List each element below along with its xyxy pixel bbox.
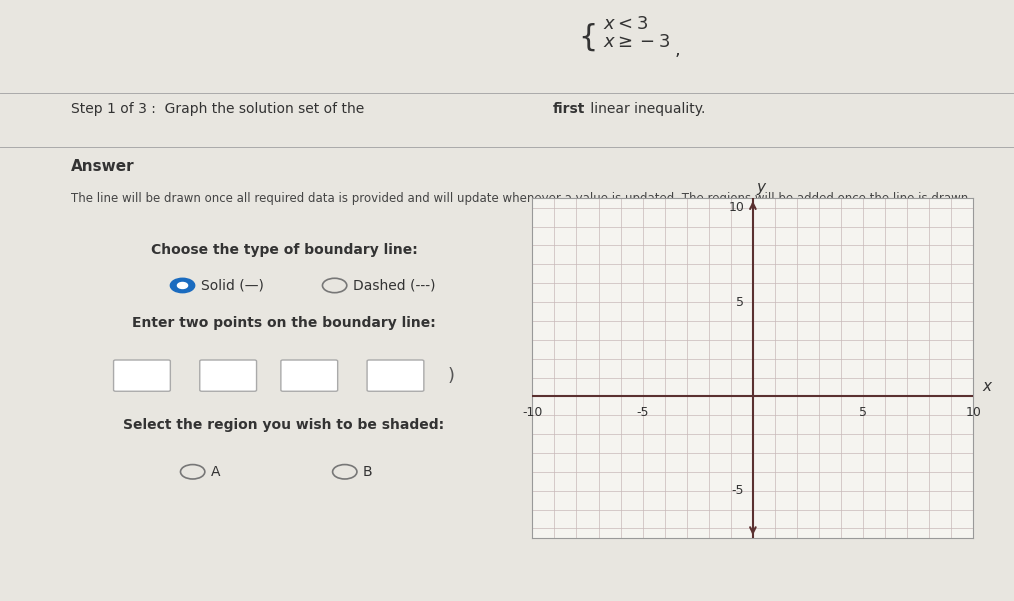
Text: Solid (—): Solid (—) — [201, 278, 264, 293]
FancyBboxPatch shape — [114, 360, 170, 391]
Text: 5: 5 — [736, 296, 744, 308]
Text: Answer: Answer — [71, 159, 135, 174]
Text: x: x — [983, 379, 991, 394]
Text: $x \geq -3$: $x \geq -3$ — [603, 33, 670, 51]
Text: linear inequality.: linear inequality. — [586, 102, 706, 116]
Text: -5: -5 — [637, 406, 649, 419]
Text: Step 1 of 3 :  Graph the solution set of the: Step 1 of 3 : Graph the solution set of … — [71, 102, 369, 116]
Text: Dashed (---): Dashed (---) — [353, 278, 435, 293]
FancyBboxPatch shape — [760, 201, 953, 234]
Text: The line will be drawn once all required data is provided and will update whenev: The line will be drawn once all required… — [71, 192, 972, 206]
Text: ,: , — [215, 367, 221, 385]
Text: Choose the type of boundary line:: Choose the type of boundary line: — [150, 243, 418, 257]
Text: ): ) — [448, 367, 454, 385]
Text: B: B — [363, 465, 372, 479]
FancyBboxPatch shape — [281, 360, 338, 391]
Text: (: ( — [124, 367, 130, 385]
Text: 5: 5 — [859, 406, 867, 419]
Text: -10: -10 — [522, 406, 542, 419]
FancyBboxPatch shape — [367, 360, 424, 391]
Text: Enable Zoom/Pan: Enable Zoom/Pan — [805, 212, 909, 224]
Text: 10: 10 — [728, 201, 744, 215]
Text: $\{$: $\{$ — [578, 21, 595, 53]
Text: -5: -5 — [731, 484, 744, 497]
Text: Enter two points on the boundary line:: Enter two points on the boundary line: — [132, 316, 436, 329]
FancyBboxPatch shape — [200, 360, 257, 391]
Text: $,$: $,$ — [674, 41, 680, 59]
Circle shape — [177, 282, 188, 288]
Circle shape — [170, 278, 195, 293]
Text: first: first — [553, 102, 585, 116]
Text: Select the region you wish to be shaded:: Select the region you wish to be shaded: — [124, 418, 444, 432]
Text: y: y — [756, 180, 766, 195]
Text: )(: )( — [282, 367, 296, 385]
Text: ,: , — [377, 367, 383, 385]
Text: $x < 3$: $x < 3$ — [603, 15, 649, 33]
Text: 10: 10 — [965, 406, 982, 419]
Text: A: A — [211, 465, 220, 479]
